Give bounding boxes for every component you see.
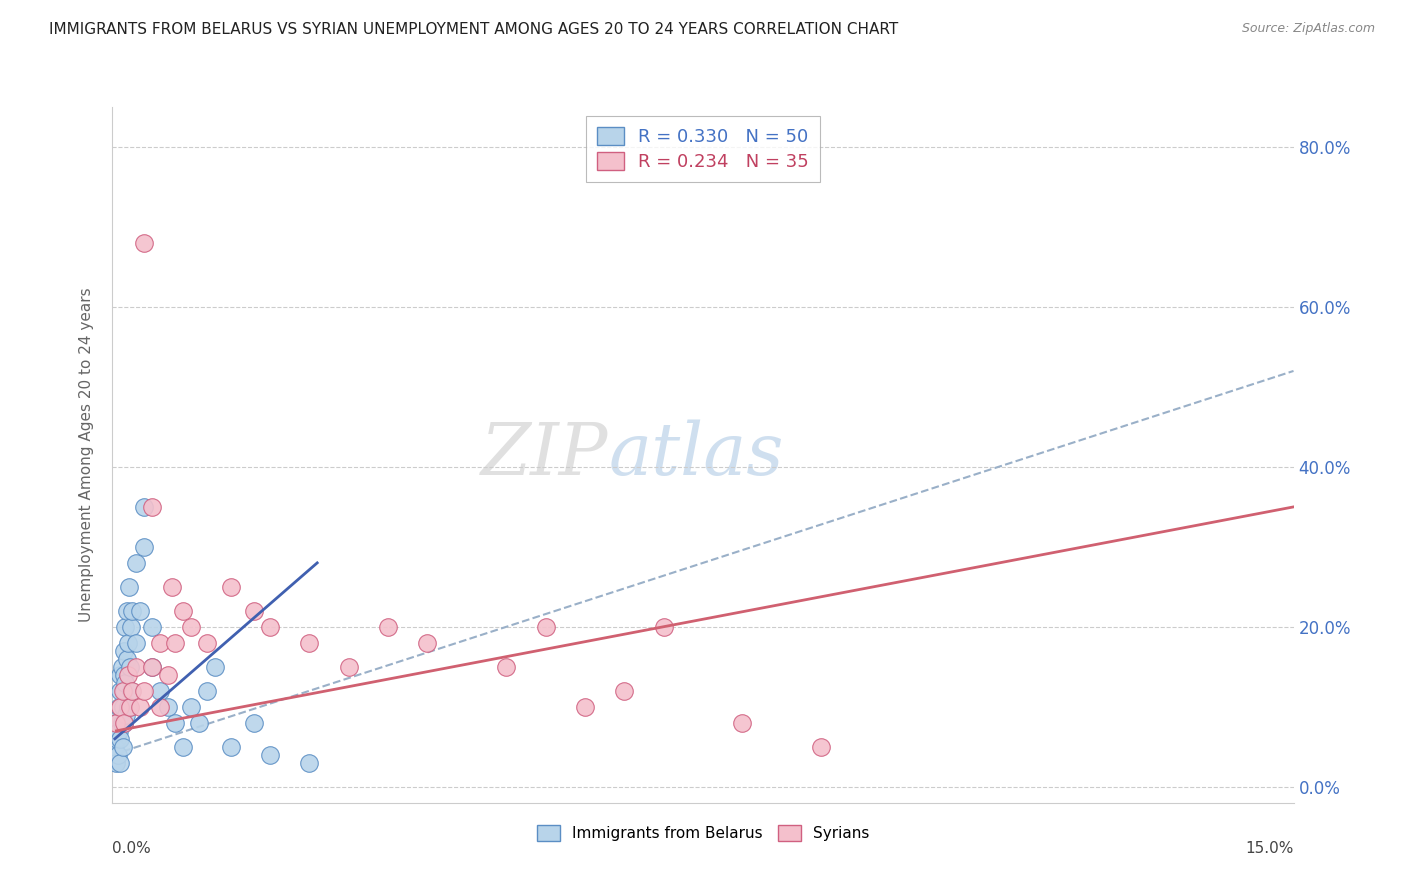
Point	[204, 660, 226, 674]
Point	[172, 739, 194, 754]
Point	[120, 683, 142, 698]
Point	[112, 668, 135, 682]
Point	[160, 580, 183, 594]
Point	[107, 699, 129, 714]
Text: 0.0%: 0.0%	[112, 841, 152, 856]
Point	[243, 715, 266, 730]
Point	[259, 620, 281, 634]
Point	[125, 660, 148, 674]
Point	[731, 715, 754, 730]
Point	[117, 636, 139, 650]
Point	[377, 620, 399, 634]
Point	[107, 723, 129, 738]
Point	[110, 699, 132, 714]
Point	[112, 715, 135, 730]
Point	[110, 668, 132, 682]
Point	[108, 683, 131, 698]
Point	[115, 707, 138, 722]
Point	[104, 715, 127, 730]
Legend: R = 0.330   N = 50, R = 0.234   N = 35: R = 0.330 N = 50, R = 0.234 N = 35	[586, 116, 820, 182]
Point	[118, 660, 141, 674]
Point	[165, 636, 187, 650]
Text: atlas: atlas	[609, 419, 785, 491]
Point	[652, 620, 675, 634]
Point	[219, 739, 242, 754]
Point	[110, 731, 132, 746]
Point	[195, 683, 218, 698]
Point	[105, 715, 128, 730]
Point	[141, 660, 163, 674]
Text: Source: ZipAtlas.com: Source: ZipAtlas.com	[1241, 22, 1375, 36]
Point	[149, 699, 172, 714]
Point	[141, 660, 163, 674]
Point	[613, 683, 636, 698]
Point	[156, 699, 179, 714]
Point	[132, 683, 155, 698]
Text: IMMIGRANTS FROM BELARUS VS SYRIAN UNEMPLOYMENT AMONG AGES 20 TO 24 YEARS CORRELA: IMMIGRANTS FROM BELARUS VS SYRIAN UNEMPL…	[49, 22, 898, 37]
Point	[125, 556, 148, 570]
Point	[117, 668, 139, 682]
Text: 15.0%: 15.0%	[1246, 841, 1294, 856]
Point	[132, 540, 155, 554]
Point	[165, 715, 187, 730]
Point	[172, 604, 194, 618]
Point	[259, 747, 281, 762]
Point	[298, 636, 321, 650]
Text: ZIP: ZIP	[481, 419, 609, 491]
Point	[114, 620, 136, 634]
Point	[129, 604, 152, 618]
Point	[219, 580, 242, 594]
Point	[105, 731, 128, 746]
Point	[180, 620, 202, 634]
Point	[115, 652, 138, 666]
Point	[149, 683, 172, 698]
Point	[111, 739, 134, 754]
Point	[337, 660, 360, 674]
Point	[132, 235, 155, 250]
Point	[105, 756, 128, 770]
Point	[125, 636, 148, 650]
Point	[115, 604, 138, 618]
Point	[121, 604, 143, 618]
Point	[121, 683, 143, 698]
Point	[243, 604, 266, 618]
Point	[141, 620, 163, 634]
Point	[149, 636, 172, 650]
Point	[118, 699, 141, 714]
Point	[132, 500, 155, 514]
Point	[114, 676, 136, 690]
Point	[107, 747, 129, 762]
Point	[110, 756, 132, 770]
Point	[574, 699, 596, 714]
Point	[129, 699, 152, 714]
Point	[810, 739, 832, 754]
Y-axis label: Unemployment Among Ages 20 to 24 years: Unemployment Among Ages 20 to 24 years	[79, 287, 94, 623]
Point	[118, 580, 141, 594]
Point	[416, 636, 439, 650]
Point	[112, 715, 135, 730]
Point	[112, 644, 135, 658]
Point	[534, 620, 557, 634]
Point	[156, 668, 179, 682]
Point	[141, 500, 163, 514]
Point	[111, 683, 134, 698]
Point	[112, 683, 135, 698]
Point	[180, 699, 202, 714]
Point	[111, 660, 134, 674]
Point	[188, 715, 211, 730]
Point	[195, 636, 218, 650]
Point	[111, 699, 134, 714]
Point	[120, 620, 142, 634]
Point	[495, 660, 517, 674]
Point	[104, 739, 127, 754]
Point	[298, 756, 321, 770]
Point	[117, 699, 139, 714]
Point	[111, 715, 134, 730]
